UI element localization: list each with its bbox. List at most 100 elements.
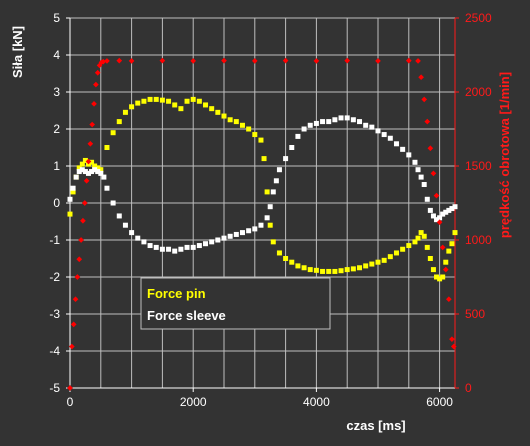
data-point [421, 96, 428, 103]
data-point [452, 230, 458, 236]
data-point [400, 246, 406, 252]
data-point [270, 239, 276, 245]
data-point [178, 246, 184, 252]
series-force-pin [67, 96, 458, 282]
data-point [215, 237, 221, 243]
data-point [449, 241, 455, 247]
data-point [73, 174, 79, 180]
data-point [261, 156, 267, 162]
data-point [430, 267, 436, 273]
data-point [83, 177, 90, 184]
data-point [313, 120, 319, 126]
data-point [79, 167, 85, 173]
y2-tick-label: 2000 [465, 85, 492, 99]
data-point [184, 98, 190, 104]
data-point [92, 163, 98, 169]
data-point [301, 265, 307, 271]
x-axis-title: czas [ms] [346, 418, 405, 433]
data-point [289, 259, 295, 265]
data-point [116, 213, 122, 219]
data-point [264, 215, 270, 221]
data-point [313, 267, 319, 273]
data-point [264, 189, 270, 195]
data-point [418, 230, 424, 236]
data-point [276, 250, 282, 256]
data-point [387, 135, 393, 141]
data-point [369, 124, 375, 130]
data-point [221, 113, 227, 119]
x-tick-label: 0 [67, 395, 74, 409]
data-point [82, 157, 88, 163]
data-point [369, 261, 375, 267]
data-point [387, 254, 393, 260]
data-point [203, 102, 209, 108]
data-point [69, 343, 75, 350]
data-point [239, 122, 245, 128]
data-point [98, 170, 104, 176]
data-point [78, 237, 84, 243]
y-axis-title: Siła [kN] [10, 26, 25, 78]
series-force-sleeve [67, 115, 458, 254]
data-point [424, 244, 430, 250]
data-point [122, 222, 128, 228]
data-point [307, 267, 313, 273]
data-point [406, 152, 412, 158]
data-point [70, 185, 76, 191]
data-point [430, 213, 436, 219]
data-point [153, 96, 159, 102]
axes [66, 17, 459, 392]
data-point [357, 265, 363, 271]
data-point [344, 115, 350, 121]
data-point [446, 207, 452, 213]
data-point [375, 259, 381, 265]
data-point [437, 215, 443, 221]
y-tick-label: -2 [49, 270, 60, 284]
y2-tick-label: 0 [465, 381, 472, 395]
data-point [141, 98, 147, 104]
legend-box [140, 277, 331, 330]
data-point [332, 268, 338, 274]
data-point [94, 69, 101, 76]
data-point [418, 74, 424, 81]
data-point [375, 128, 381, 134]
y-tick-label: 4 [53, 48, 60, 62]
data-point [74, 274, 81, 280]
data-point [437, 276, 443, 282]
data-point [344, 267, 350, 273]
legend-label-force-sleeve: Force sleeve [147, 308, 226, 323]
data-point [166, 98, 172, 104]
data-point [72, 296, 79, 303]
data-point [338, 268, 344, 274]
data-point [412, 159, 418, 165]
data-point [421, 233, 427, 239]
data-point [239, 230, 245, 236]
data-point [406, 243, 412, 249]
data-point [270, 189, 276, 195]
data-point [332, 117, 338, 123]
data-point [320, 119, 326, 125]
data-point [446, 296, 452, 303]
y2-tick-label: 1500 [465, 159, 492, 173]
data-point [320, 268, 326, 274]
data-point [209, 239, 215, 245]
data-point [418, 174, 424, 180]
data-point [76, 169, 82, 175]
x-tick-label: 6000 [426, 395, 453, 409]
y-tick-label: -1 [49, 233, 60, 247]
data-point [76, 256, 83, 263]
data-point [400, 146, 406, 152]
data-point [252, 226, 258, 232]
y-tick-label: 5 [53, 11, 60, 25]
data-point [424, 118, 431, 125]
data-point [89, 169, 95, 175]
data-point [81, 200, 88, 206]
data-point [267, 204, 273, 210]
data-point [178, 106, 184, 112]
data-point [190, 96, 196, 102]
y-tick-label: 2 [53, 122, 60, 136]
data-point [421, 182, 427, 187]
data-point [129, 230, 135, 236]
data-point [357, 119, 363, 125]
data-point [434, 217, 440, 223]
